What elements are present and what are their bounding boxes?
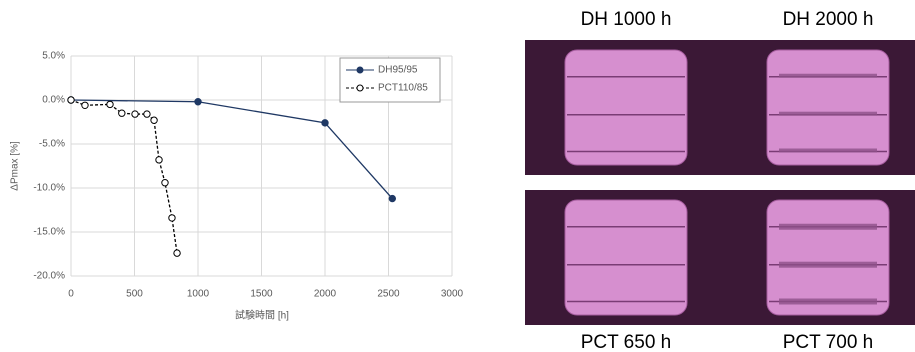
data-point [161,179,169,187]
data-point [67,96,75,104]
data-point [194,98,202,106]
y-axis-label: ΔPmax [%] [10,141,21,191]
x-tick-label: 2000 [314,289,337,300]
y-tick-label: -5.0% [39,139,65,150]
data-point [388,194,397,203]
data-point [118,109,126,117]
x-tick-label: 2500 [377,289,400,300]
defect [779,111,877,116]
legend-label: DH95/95 [378,65,418,76]
data-point [106,100,114,109]
x-tick-label: 1500 [250,289,273,300]
defect [779,261,877,268]
y-tick-label: -10.0% [33,183,65,194]
defect [779,73,877,78]
defect [779,298,877,305]
solar-cell [766,199,890,316]
solar-cell [766,49,890,166]
panel-caption: DH 2000 h [783,9,874,30]
data-point [143,110,151,118]
legend-marker [356,84,364,92]
y-tick-label: 5.0% [42,51,65,62]
y-tick-label: -20.0% [33,271,65,282]
data-point [321,119,329,127]
x-axis-label: 試験時間 [h] [235,309,289,322]
panel-caption: PCT 700 h [783,332,873,352]
data-point [168,214,176,222]
x-tick-label: 1000 [187,289,210,300]
data-point [150,116,158,124]
defect [779,148,877,153]
series-line [70,99,178,254]
legend-box [339,57,441,103]
legend-label: PCT110/85 [378,83,428,94]
data-point [155,156,163,164]
x-tick-label: 500 [126,289,143,300]
data-point [131,110,139,118]
x-tick-label: 0 [68,289,74,300]
panel-caption: DH 1000 h [581,9,672,30]
data-point [173,249,181,257]
panel-caption: PCT 650 h [581,332,671,352]
legend-marker [356,66,364,74]
y-tick-label: 0.0% [42,95,65,106]
series-line [70,99,393,199]
defect [779,223,877,230]
data-point [81,101,89,109]
x-tick-label: 3000 [441,289,464,300]
solar-cell [564,49,688,166]
y-tick-label: -15.0% [33,227,65,238]
solar-cell [564,199,688,316]
